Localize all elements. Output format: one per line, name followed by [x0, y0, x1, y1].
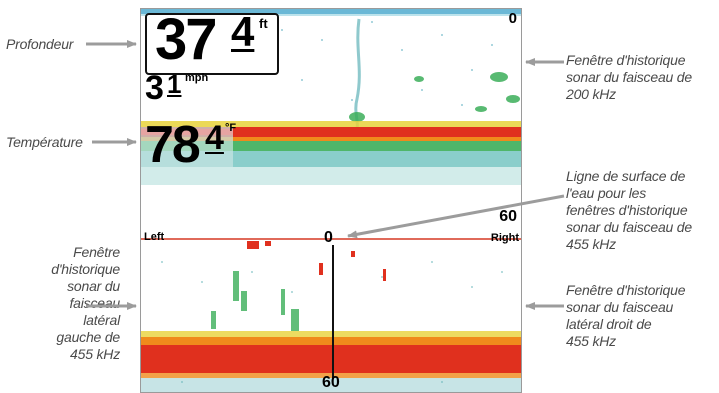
callout-left-line6: gauche de: [56, 329, 120, 345]
callout-surface-line5: 455 kHz: [566, 236, 616, 252]
callout-left-sidebeam: Fenêtre d'historique sonar du faisceau l…: [20, 244, 120, 363]
callout-right-line4: 455 kHz: [566, 333, 616, 349]
callout-depth: Profondeur: [6, 36, 73, 53]
callout-left-line7: 455 kHz: [70, 346, 120, 362]
depth-decimal: 4: [231, 9, 255, 55]
callout-left-line4: faisceau: [69, 295, 120, 311]
callout-right-sidebeam: Fenêtre d'historique sonar du faisceau l…: [566, 282, 686, 350]
callout-surface-line1: Ligne de surface de: [566, 168, 686, 184]
callout-left-line2: d'historique: [51, 261, 120, 277]
sidebeam-left-label: Left: [144, 231, 165, 243]
speed-decimal: 1: [167, 69, 182, 99]
callout-200khz-history: Fenêtre d'historique sonar du faisceau d…: [566, 52, 692, 103]
callout-right-line2: sonar du faisceau: [566, 299, 674, 315]
sonar-200khz-pane: 37 4 ft 3 1 mph 78 4 °F 0 60: [141, 9, 521, 229]
sidebeam-center-zero: 0: [324, 231, 333, 246]
depth-value: 37: [155, 9, 217, 72]
callout-surface-line: Ligne de surface de l'eau pour les fenêt…: [566, 168, 692, 253]
sonar-sidebeam-pane: Left Right 0 60: [141, 231, 521, 392]
callout-depth-text: Profondeur: [6, 36, 74, 52]
callout-surface-line2: l'eau pour les: [566, 185, 647, 201]
speed-value: 3: [145, 69, 164, 107]
callout-surface-line3: fenêtres d'historique: [566, 202, 688, 218]
sonar-display: 37 4 ft 3 1 mph 78 4 °F 0 60: [140, 8, 522, 393]
sidebeam-right-label: Right: [490, 232, 519, 244]
callout-right-line1: Fenêtre d'historique: [566, 282, 686, 298]
callout-temperature: Température: [6, 134, 83, 151]
temperature-decimal: 4: [205, 119, 224, 157]
callout-left-line5: latéral: [83, 312, 120, 328]
callout-right-line3: latéral droit de: [566, 316, 652, 332]
depth-scale-bottom: 60: [499, 208, 517, 225]
depth-readout-box: 37 4 ft: [145, 9, 279, 75]
speed-unit: mph: [185, 72, 209, 84]
callout-200khz-line1: Fenêtre d'historique: [566, 52, 686, 68]
callout-left-line3: sonar du: [67, 278, 120, 294]
temperature-value: 78: [145, 116, 201, 174]
sonar-sidebeam-image: [141, 231, 521, 392]
depth-scale-top: 0: [508, 10, 517, 27]
callout-surface-line4: sonar du faisceau de: [566, 219, 692, 235]
sonar-200khz-image: [141, 9, 521, 229]
callout-200khz-line2: sonar du faisceau de: [566, 69, 692, 85]
callout-200khz-line3: 200 kHz: [566, 86, 616, 102]
depth-unit: ft: [259, 16, 268, 31]
sidebeam-center-sixty: 60: [322, 374, 340, 391]
temperature-unit: °F: [225, 122, 237, 134]
callout-temperature-text: Température: [6, 134, 83, 150]
callout-left-line1: Fenêtre: [73, 244, 120, 260]
